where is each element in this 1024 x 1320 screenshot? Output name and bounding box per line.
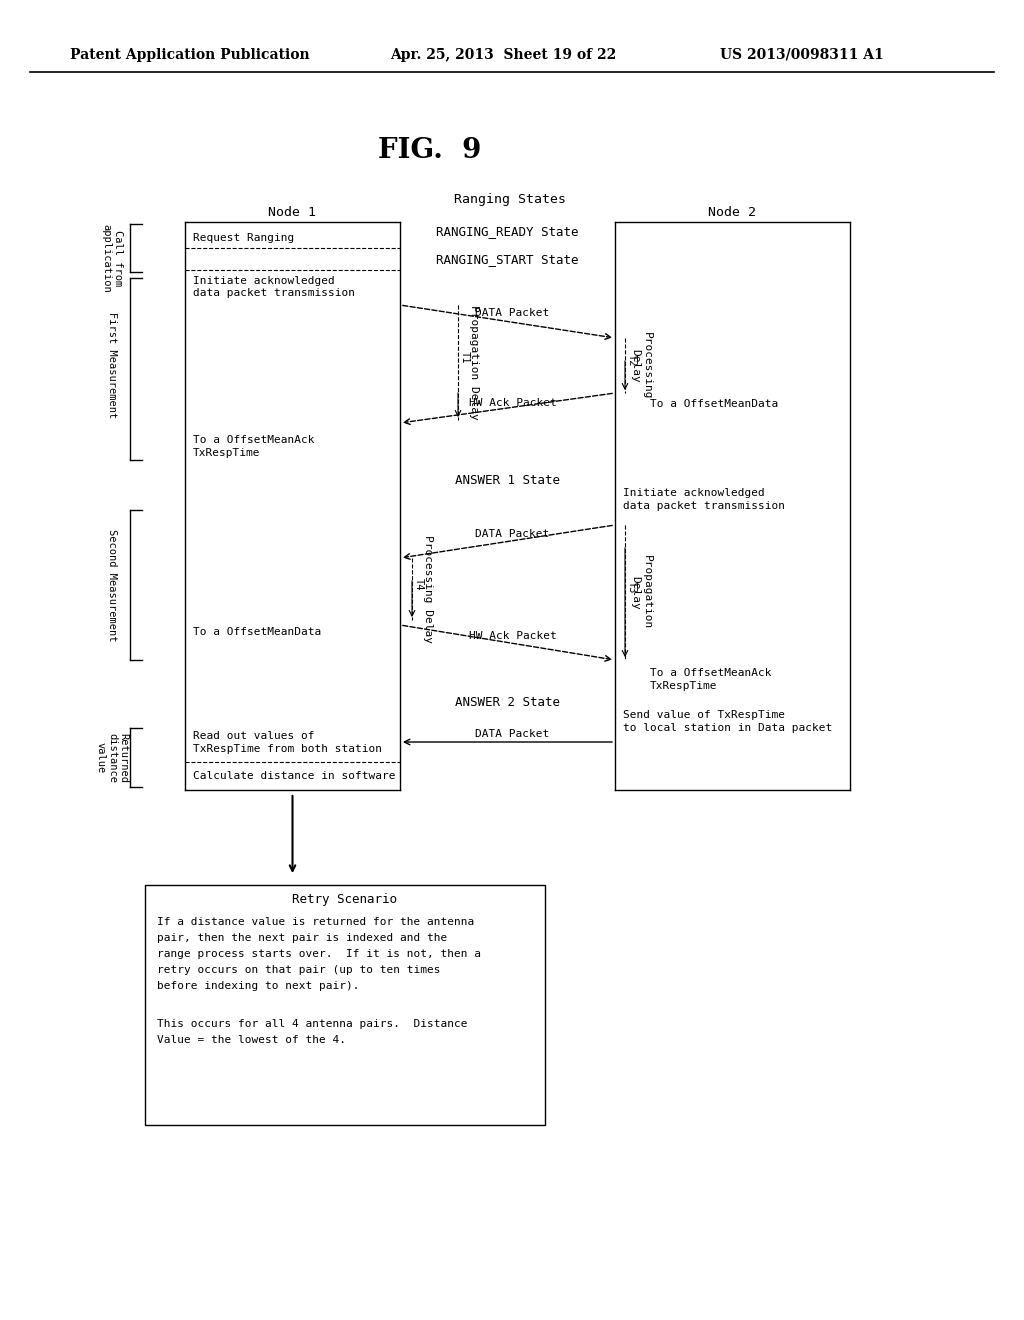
Text: Node 2: Node 2 <box>709 206 757 219</box>
Text: RANGING_START State: RANGING_START State <box>436 253 579 267</box>
Text: HW Ack Packet: HW Ack Packet <box>469 399 556 408</box>
Text: Processing Delay: Processing Delay <box>423 535 433 643</box>
Text: Propagation
Delay: Propagation Delay <box>630 556 652 630</box>
Text: ANSWER 1 State: ANSWER 1 State <box>455 474 560 487</box>
Text: to local station in Data packet: to local station in Data packet <box>623 723 833 733</box>
Text: DATA Packet: DATA Packet <box>475 529 550 539</box>
Text: T3: T3 <box>627 581 637 594</box>
Text: before indexing to next pair).: before indexing to next pair). <box>157 981 359 991</box>
Text: ANSWER 2 State: ANSWER 2 State <box>455 696 560 709</box>
Text: If a distance value is returned for the antenna: If a distance value is returned for the … <box>157 917 474 927</box>
Text: DATA Packet: DATA Packet <box>475 729 550 739</box>
Text: range process starts over.  If it is not, then a: range process starts over. If it is not,… <box>157 949 481 960</box>
Text: Send value of TxRespTime: Send value of TxRespTime <box>623 710 785 719</box>
Text: Ranging States: Ranging States <box>454 194 566 206</box>
Text: Node 1: Node 1 <box>268 206 316 219</box>
Text: TxRespTime: TxRespTime <box>193 447 260 458</box>
Text: FIG.  9: FIG. 9 <box>378 136 481 164</box>
Text: To a OffsetMeanData: To a OffsetMeanData <box>193 627 322 638</box>
Text: Request Ranging: Request Ranging <box>193 234 294 243</box>
Text: Patent Application Publication: Patent Application Publication <box>70 48 309 62</box>
Text: T1: T1 <box>460 351 470 364</box>
Text: RANGING_READY State: RANGING_READY State <box>436 226 579 239</box>
Text: To a OffsetMeanAck: To a OffsetMeanAck <box>193 436 314 445</box>
Text: data packet transmission: data packet transmission <box>193 288 355 298</box>
Text: Returned
distance
value: Returned distance value <box>95 733 129 783</box>
Text: pair, then the next pair is indexed and the: pair, then the next pair is indexed and … <box>157 933 447 942</box>
Text: retry occurs on that pair (up to ten times: retry occurs on that pair (up to ten tim… <box>157 965 440 975</box>
Text: T2: T2 <box>627 354 637 367</box>
Bar <box>145 884 545 1125</box>
Text: Second Measurement: Second Measurement <box>106 529 117 642</box>
Text: Propagation Delay: Propagation Delay <box>469 305 479 420</box>
Text: Apr. 25, 2013  Sheet 19 of 22: Apr. 25, 2013 Sheet 19 of 22 <box>390 48 616 62</box>
Text: TxRespTime from both station: TxRespTime from both station <box>193 744 382 754</box>
Text: Initiate acknowledged: Initiate acknowledged <box>193 276 335 286</box>
Text: First Measurement: First Measurement <box>106 312 117 418</box>
Text: T4: T4 <box>414 578 424 590</box>
Text: Initiate acknowledged: Initiate acknowledged <box>623 488 765 498</box>
Text: Processing
Delay: Processing Delay <box>630 331 652 399</box>
Text: Read out values of: Read out values of <box>193 731 314 741</box>
Text: Value = the lowest of the 4.: Value = the lowest of the 4. <box>157 1035 346 1045</box>
Text: Calculate distance in software: Calculate distance in software <box>193 771 395 781</box>
Text: This occurs for all 4 antenna pairs.  Distance: This occurs for all 4 antenna pairs. Dis… <box>157 1019 468 1030</box>
Text: To a OffsetMeanData: To a OffsetMeanData <box>650 399 778 409</box>
Text: TxRespTime: TxRespTime <box>650 681 718 690</box>
Text: DATA Packet: DATA Packet <box>475 308 550 318</box>
Text: Call from
application: Call from application <box>101 223 123 292</box>
Text: To a OffsetMeanAck: To a OffsetMeanAck <box>650 668 771 678</box>
Text: US 2013/0098311 A1: US 2013/0098311 A1 <box>720 48 884 62</box>
Text: HW Ack Packet: HW Ack Packet <box>469 631 556 642</box>
Text: data packet transmission: data packet transmission <box>623 502 785 511</box>
Text: Retry Scenario: Retry Scenario <box>293 894 397 907</box>
